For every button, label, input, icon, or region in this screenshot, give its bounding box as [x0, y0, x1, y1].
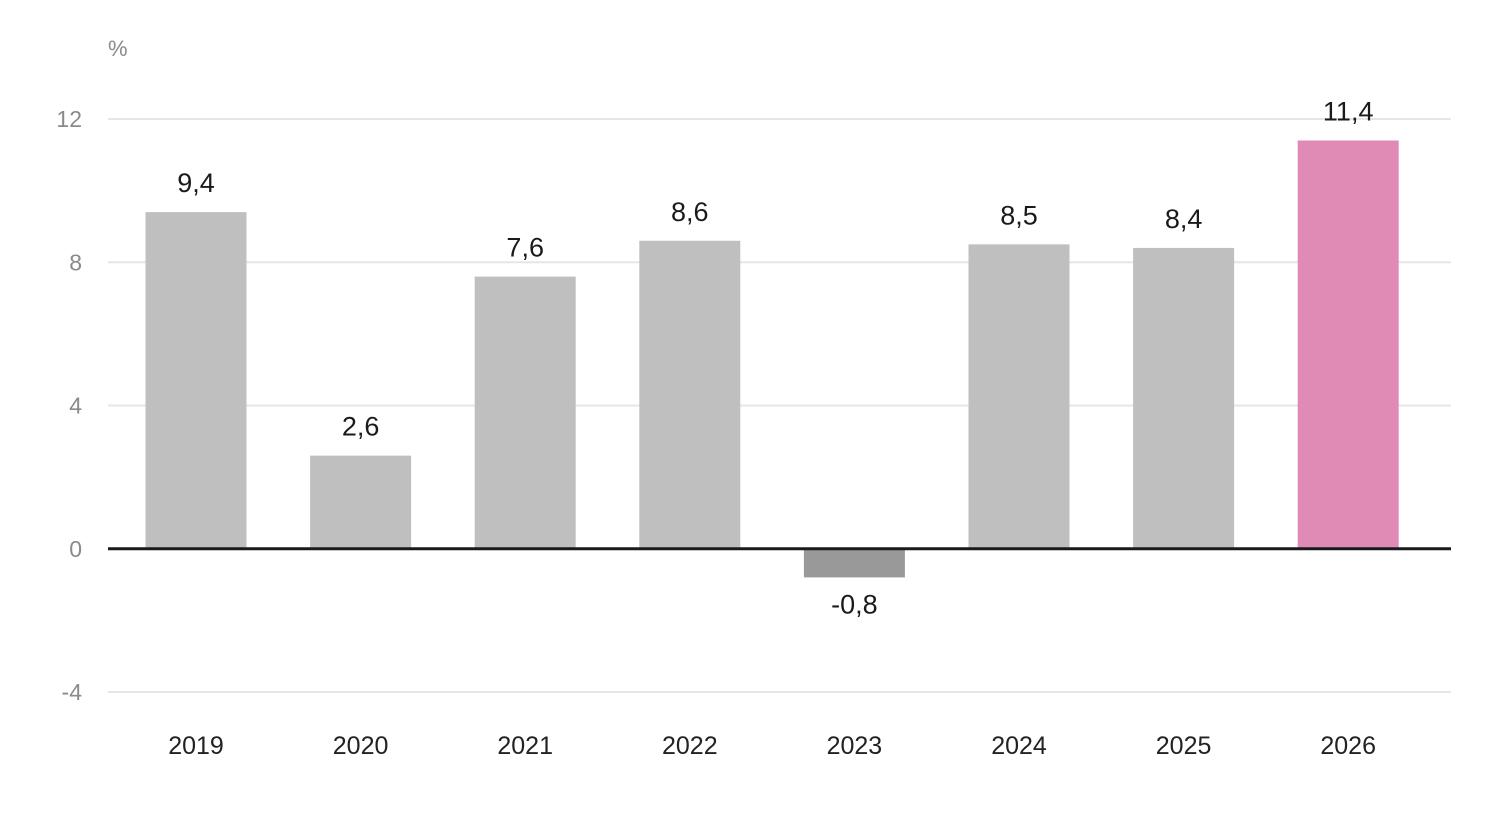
x-tick-label-2019: 2019 — [168, 732, 224, 760]
y-tick-label: 12 — [56, 106, 82, 132]
x-tick-label-2022: 2022 — [662, 732, 718, 760]
bar-2019 — [145, 212, 247, 549]
y-tick-label: 4 — [69, 393, 82, 419]
bar-2021 — [474, 276, 576, 549]
data-label-2023: -0,8 — [831, 589, 878, 619]
bars — [145, 140, 1399, 578]
bar-2024 — [968, 244, 1070, 549]
x-tick-label-2026: 2026 — [1320, 732, 1376, 760]
bar-2025 — [1133, 247, 1235, 549]
data-label-2026: 11,4 — [1323, 96, 1374, 126]
y-axis-unit-label: % — [108, 36, 128, 61]
data-label-2025: 8,4 — [1165, 204, 1203, 234]
data-label-2021: 7,6 — [506, 233, 544, 263]
y-tick-label: -4 — [62, 679, 83, 705]
x-axis-ticks: 2019 2020 2021 2022 2023 2024 2025 2026 — [168, 732, 1376, 760]
data-labels: 9,4 2,6 7,6 8,6 -0,8 8,5 8,4 11,4 — [177, 96, 1373, 619]
gridlines — [108, 118, 1451, 693]
data-label-2024: 8,5 — [1000, 200, 1038, 230]
data-label-2019: 9,4 — [177, 168, 215, 198]
x-tick-label-2024: 2024 — [991, 732, 1047, 760]
y-axis-ticks: 12 8 4 0 -4 — [56, 106, 82, 705]
y-tick-label: 0 — [69, 536, 82, 562]
data-label-2022: 8,6 — [671, 197, 709, 227]
bar-2020 — [310, 455, 412, 549]
x-tick-label-2021: 2021 — [497, 732, 553, 760]
bar-2026 — [1297, 140, 1399, 549]
x-tick-label-2025: 2025 — [1156, 732, 1212, 760]
y-tick-label: 8 — [69, 249, 82, 275]
x-tick-label-2020: 2020 — [333, 732, 389, 760]
bar-2022 — [639, 240, 741, 549]
bar-2023 — [803, 548, 905, 578]
x-tick-label-2023: 2023 — [827, 732, 883, 760]
data-label-2020: 2,6 — [342, 412, 380, 442]
